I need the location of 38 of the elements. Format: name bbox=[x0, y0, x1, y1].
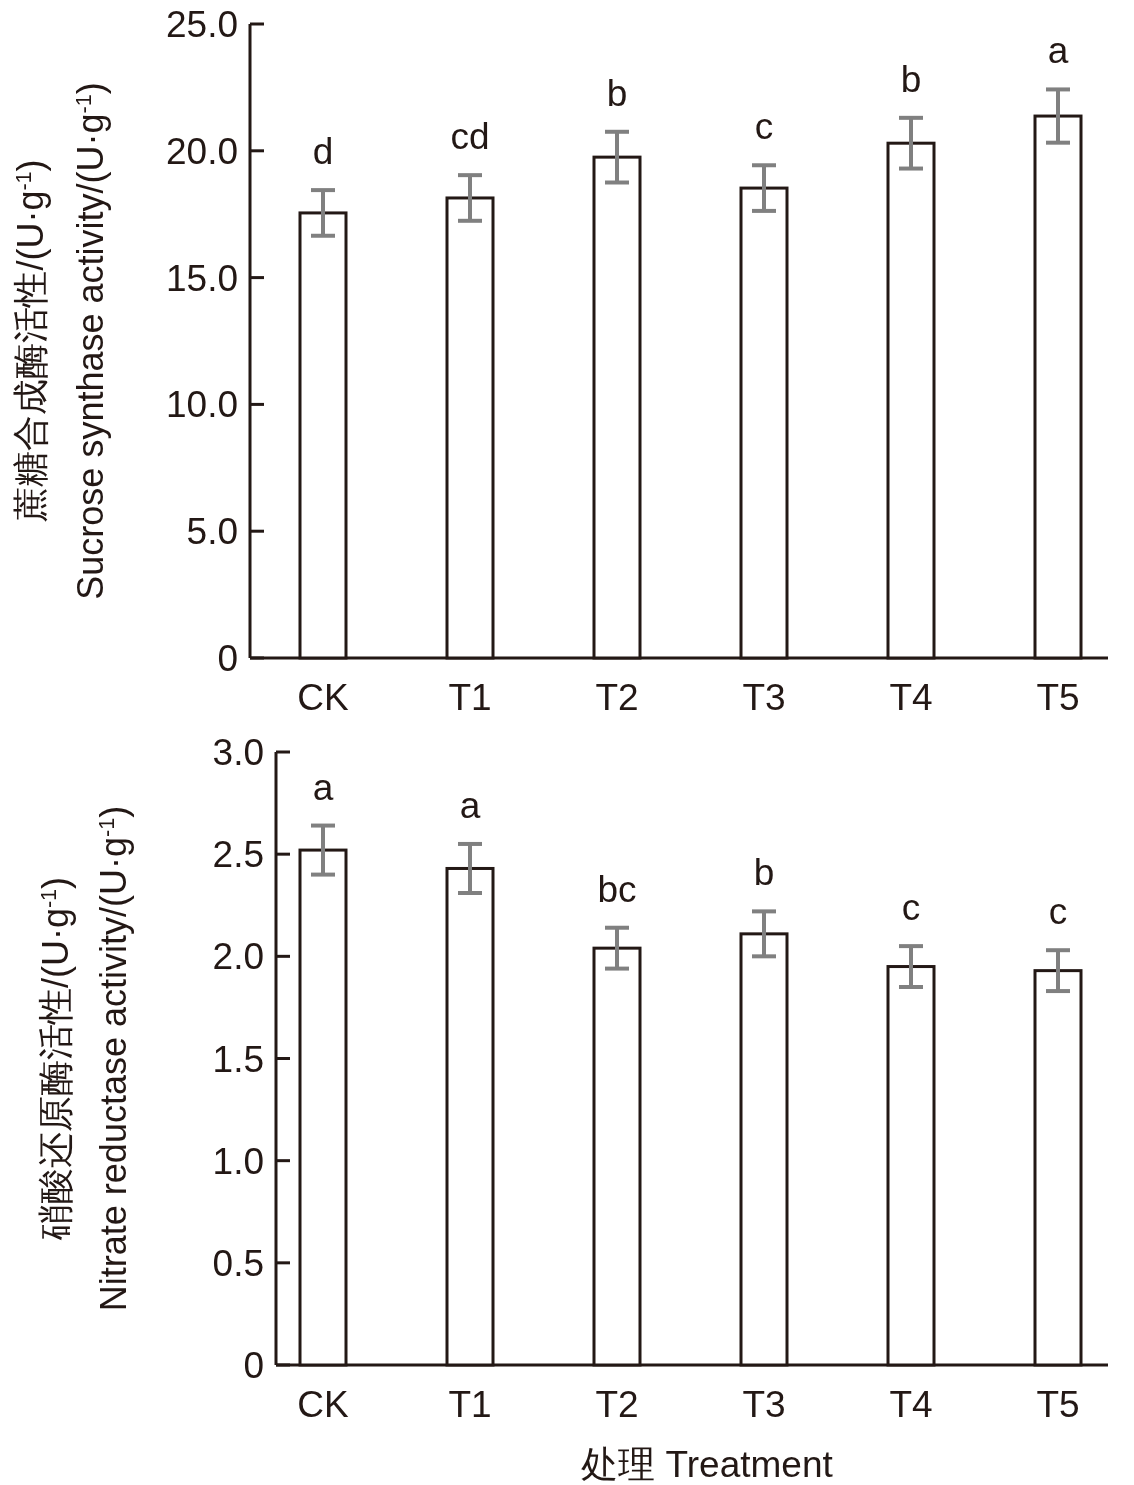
y-tick-label: 25.0 bbox=[165, 4, 238, 45]
y-tick-label: 0 bbox=[243, 1345, 264, 1386]
y-tick-label: 2.5 bbox=[212, 834, 264, 876]
annotation: a bbox=[459, 784, 481, 826]
x-tick-label: T2 bbox=[595, 1384, 639, 1425]
x-axis-title: 处理 Treatment bbox=[581, 1444, 834, 1485]
x-tick-label: T5 bbox=[1036, 1384, 1080, 1425]
y-tick-label: 5.0 bbox=[186, 511, 238, 553]
x-tick-label: CK bbox=[297, 1384, 350, 1425]
annotation: c bbox=[901, 887, 921, 929]
x-tick-label: T5 bbox=[1036, 677, 1080, 718]
x-tick-label: T1 bbox=[448, 677, 492, 718]
x-tick-label: CK bbox=[297, 677, 350, 718]
y-tick-label: 20.0 bbox=[165, 130, 238, 172]
annotation: a bbox=[1047, 30, 1069, 72]
x-tick-label: T4 bbox=[889, 677, 933, 718]
annotation: b bbox=[900, 58, 922, 100]
y-tick-label: 10.0 bbox=[165, 384, 238, 426]
x-tick-label: T3 bbox=[742, 677, 786, 718]
annotation: d bbox=[312, 131, 334, 173]
x-tick-label: T1 bbox=[448, 1384, 492, 1425]
x-tick-label: T2 bbox=[595, 677, 639, 718]
y-tick-label: 0 bbox=[217, 638, 238, 679]
x-tick-label: T3 bbox=[742, 1384, 786, 1425]
y-tick-label: 0.5 bbox=[212, 1242, 264, 1284]
annotation: c bbox=[1048, 891, 1068, 933]
annotation: cd bbox=[450, 116, 490, 158]
x-tick-label: T4 bbox=[889, 1384, 933, 1425]
annotation: bc bbox=[597, 868, 637, 910]
y-tick-label: 1.5 bbox=[212, 1038, 264, 1080]
y-tick-label: 2.0 bbox=[212, 936, 264, 978]
annotation: b bbox=[606, 72, 628, 114]
y-tick-label: 3.0 bbox=[212, 732, 264, 773]
annotation: b bbox=[753, 852, 775, 894]
annotation: c bbox=[754, 106, 774, 148]
y-tick-label: 15.0 bbox=[165, 257, 238, 299]
annotation: a bbox=[312, 766, 334, 808]
y-tick-label: 1.0 bbox=[212, 1140, 264, 1182]
